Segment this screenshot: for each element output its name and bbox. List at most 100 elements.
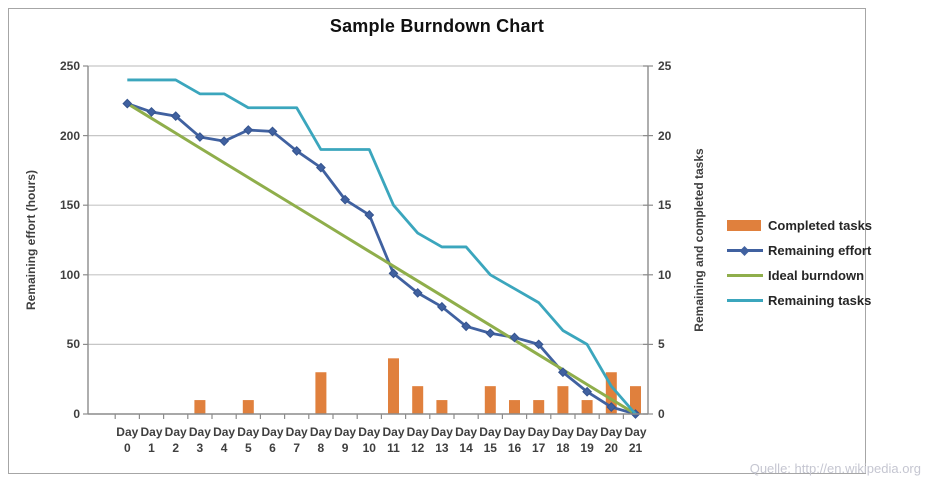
x-axis-label-line: Day	[164, 425, 187, 439]
x-axis-label-line: Day	[455, 425, 478, 439]
x-axis-label-line: 19	[580, 441, 594, 455]
x-axis-label: Day 19	[571, 424, 603, 456]
marker-diamond-icon	[388, 268, 399, 279]
x-axis-label-line: Day	[406, 425, 429, 439]
x-axis-label-line: Day	[309, 425, 332, 439]
source-attribution: Quelle: http://en.wikipedia.org	[749, 461, 921, 476]
x-axis-label-line: 0	[123, 441, 131, 455]
x-axis-label: Day 17	[523, 424, 555, 456]
marker-diamond-icon	[146, 107, 157, 117]
marker-diamond-icon	[291, 146, 302, 156]
legend-label: Ideal burndown	[768, 268, 865, 283]
marker-diamond-icon	[606, 402, 617, 412]
bar-completed-tasks	[605, 372, 617, 414]
bar-completed-tasks	[509, 400, 520, 414]
x-axis-label: Day 4	[208, 424, 240, 456]
bar-completed-tasks	[412, 386, 424, 414]
x-axis-label-line: Day	[116, 425, 139, 439]
x-axis-label-line: 12	[411, 441, 425, 455]
bar-completed-tasks	[533, 400, 545, 414]
x-axis-label-line: 6	[269, 441, 276, 455]
marker-diamond-icon	[557, 367, 568, 378]
x-axis-label-line: Day	[624, 425, 647, 439]
x-axis-label: Day 2	[160, 424, 192, 456]
x-axis-label: Day 18	[547, 424, 579, 456]
bar-completed-tasks	[581, 400, 593, 414]
x-axis-label: Day 11	[378, 424, 410, 456]
x-axis-label-line: 8	[317, 441, 325, 455]
x-axis-label-line: Day	[503, 425, 526, 439]
x-axis-label-line: Day	[551, 425, 574, 439]
bar-completed-tasks	[388, 358, 399, 414]
marker-diamond-icon	[219, 136, 230, 147]
marker-diamond-icon	[461, 321, 472, 332]
x-axis-label-line: 9	[341, 441, 349, 455]
line-remaining-effort	[126, 102, 636, 416]
y-tick-label-right: 25	[658, 59, 672, 73]
x-axis-label-line: 1	[148, 441, 155, 455]
x-axis-label-line: 13	[435, 441, 449, 455]
x-axis-label-line: Day	[213, 425, 236, 439]
x-axis-label: Day 15	[474, 424, 506, 456]
legend-item-remaining-effort: Remaining effort	[727, 238, 872, 263]
x-axis-label-line: Day	[261, 425, 284, 439]
x-axis-label: Day 16	[499, 424, 531, 456]
line-remaining-tasks	[127, 78, 637, 415]
marker-diamond-icon	[340, 194, 351, 205]
x-axis-label: Day 6	[257, 424, 289, 456]
x-axis-label-line: 5	[244, 441, 252, 455]
marker-diamond-icon	[194, 132, 205, 142]
x-axis-label: Day 5	[232, 424, 264, 456]
x-axis-label-line: Day	[479, 425, 502, 439]
y-tick-label-right: 10	[658, 267, 672, 282]
marker-diamond-icon	[315, 162, 326, 173]
y-tick-label-left: 0	[73, 407, 80, 421]
x-axis-label-line: 20	[604, 441, 618, 455]
marker-diamond-icon	[243, 125, 254, 135]
x-axis-label-line: 18	[556, 441, 570, 455]
y-tick-label-left: 200	[59, 128, 80, 143]
x-axis-label: Day 9	[329, 424, 361, 456]
x-axis-label: Day 7	[281, 424, 313, 456]
x-axis-label: Day 8	[305, 424, 337, 456]
y-tick-label-left: 100	[59, 267, 80, 282]
right-axis-title: Remaining and completed tasks	[692, 148, 706, 332]
legend-line-swatch-icon	[727, 274, 765, 277]
x-axis-label: Day 12	[402, 424, 434, 456]
marker-diamond-icon	[364, 210, 375, 220]
marker-diamond-icon	[170, 111, 181, 122]
legend-line-swatch-icon	[727, 299, 765, 302]
x-axis-label-line: Day	[140, 425, 163, 439]
legend: Completed tasks Remaining effort Ideal b…	[727, 213, 872, 313]
y-tick-label-left: 250	[59, 59, 80, 73]
x-axis-label-line: 17	[532, 441, 546, 455]
chart-title: Sample Burndown Chart	[329, 16, 545, 36]
x-axis-label-line: 3	[196, 441, 204, 455]
x-axis-label-line: 10	[362, 441, 376, 455]
x-axis-label: Day 20	[595, 424, 627, 456]
bar-completed-tasks	[242, 400, 254, 414]
x-axis-label: Day 1	[136, 424, 168, 456]
x-axis-label-line: Day	[334, 425, 357, 439]
chart-frame	[8, 8, 866, 474]
x-axis-label: Day 21	[620, 424, 652, 456]
legend-bar-swatch-icon	[727, 220, 765, 231]
legend-label: Remaining effort	[768, 243, 872, 258]
x-axis-label: Day 10	[353, 424, 385, 456]
y-tick-label-right: 5	[658, 337, 665, 352]
y-tick-label-right: 0	[658, 407, 665, 421]
marker-diamond-icon	[582, 386, 593, 397]
bar-completed-tasks	[630, 386, 641, 414]
x-axis-label-line: 2	[172, 441, 180, 455]
y-tick-label-left: 150	[59, 198, 80, 213]
x-axis-label-line: 4	[220, 441, 228, 455]
x-axis-label: Day 14	[450, 424, 482, 456]
marker-diamond-icon	[267, 126, 278, 137]
y-tick-label-left: 50	[66, 337, 80, 352]
bar-completed-tasks	[436, 400, 448, 414]
bar-completed-tasks	[315, 372, 327, 414]
legend-label: Completed tasks	[768, 218, 873, 233]
y-tick-label-right: 20	[658, 128, 672, 143]
x-axis-label-line: Day	[382, 425, 405, 439]
x-axis-label-line: Day	[358, 425, 381, 439]
